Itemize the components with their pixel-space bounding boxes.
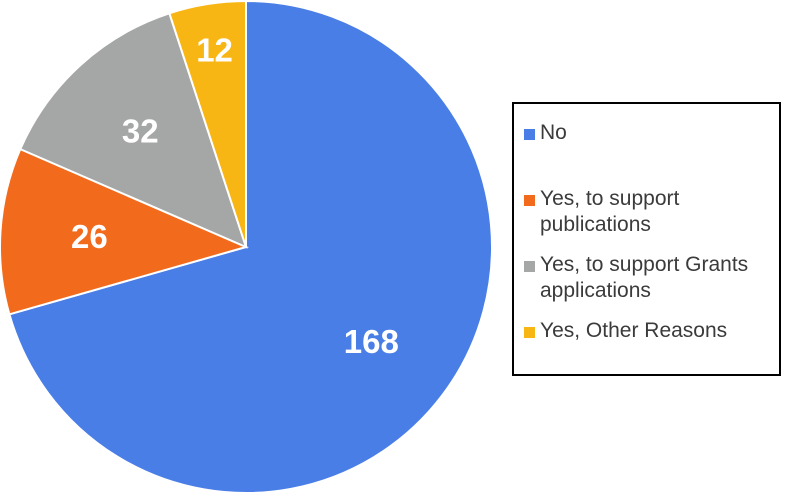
chart-legend: No Yes, to support publications Yes, to … — [512, 102, 781, 376]
data-label-grants: 32 — [122, 112, 159, 149]
pie-slice-other — [168, 0, 247, 248]
pie-slice-grants — [18, 11, 248, 249]
legend-label-other: Yes, Other Reasons — [540, 319, 728, 342]
pie-data-labels: 168 26 32 12 — [71, 32, 399, 360]
pie-slice-publications — [0, 147, 249, 316]
legend-swatch-grants — [524, 261, 535, 272]
legend-swatch-no — [524, 129, 535, 140]
data-label-publications: 26 — [71, 218, 108, 255]
data-label-other: 12 — [196, 32, 233, 69]
legend-swatch-publications — [524, 195, 535, 206]
data-label-no: 168 — [344, 323, 399, 360]
legend-item-grants: Yes, to support Grants applications — [524, 252, 773, 304]
legend-item-other: Yes, Other Reasons — [524, 318, 773, 344]
legend-label-grants: Yes, to support Grants applications — [540, 253, 749, 302]
legend-item-publications: Yes, to support publications — [524, 186, 773, 238]
legend-swatch-other — [524, 327, 535, 338]
legend-label-no: No — [540, 121, 567, 144]
legend-label-publications: Yes, to support publications — [540, 187, 680, 236]
legend-item-no: No — [524, 120, 773, 146]
pie-slice-no — [8, 0, 493, 494]
pie-chart: 168 26 32 12 — [0, 0, 493, 494]
pie-slices — [0, 0, 493, 494]
